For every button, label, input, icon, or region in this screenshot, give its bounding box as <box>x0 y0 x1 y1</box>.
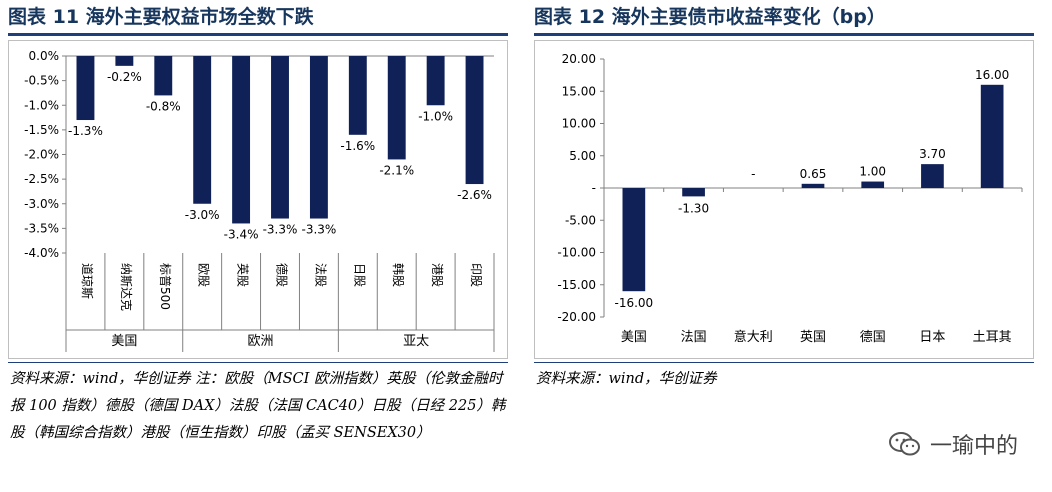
chart-frame <box>8 40 508 359</box>
y-tick-label: -2.0% <box>24 148 59 162</box>
y-tick-label: -3.5% <box>24 221 59 235</box>
right-title-rule <box>534 33 1034 36</box>
data-label: 0.65 <box>800 167 827 181</box>
data-label: 16.00 <box>975 68 1009 82</box>
y-tick-label: - <box>592 181 596 195</box>
category-label: 美国 <box>621 330 647 345</box>
right-bar-chart: 20.00 15.00 10.00 5.00 - -5.00 -10.00 -15.00 -20… <box>534 40 1034 359</box>
bar <box>426 56 445 106</box>
category-label: 土耳其 <box>973 330 1012 345</box>
data-label: -1.6% <box>340 139 375 153</box>
y-tick-label: 20.00 <box>562 52 596 66</box>
data-label: -0.8% <box>146 99 181 113</box>
bar <box>801 183 825 188</box>
group-label: 欧洲 <box>248 334 274 349</box>
y-tick-label: -20.00 <box>557 310 596 324</box>
right-bottom-rule <box>534 362 1034 363</box>
data-label: 3.70 <box>919 147 946 161</box>
category-label: 港股 <box>430 263 444 287</box>
category-label: 韩股 <box>391 263 406 287</box>
data-label: -1.0% <box>418 109 453 123</box>
bar <box>232 56 251 224</box>
y-tick-label: -1.0% <box>24 98 59 112</box>
bar <box>980 84 1004 188</box>
bar <box>682 188 705 197</box>
data-label: -2.6% <box>457 188 492 202</box>
y-tick-label: 15.00 <box>562 84 596 98</box>
data-label: -3.3% <box>301 223 336 237</box>
data-label: -1.3% <box>68 124 103 138</box>
y-tick-label: -1.5% <box>24 123 59 137</box>
category-label: 德国 <box>860 330 886 345</box>
category-label: 日本 <box>919 330 945 345</box>
group-label: 亚太 <box>403 334 429 349</box>
y-tick-label: -3.0% <box>24 197 59 211</box>
watermark-text: 一瑜中的 <box>929 434 1018 459</box>
category-label: 意大利 <box>734 329 773 345</box>
bar <box>193 56 212 204</box>
data-label: -1.30 <box>678 201 709 215</box>
category-label: 法股 <box>313 263 327 287</box>
watermark: 一瑜中的 <box>888 428 1018 460</box>
bar <box>271 56 289 219</box>
y-tick-label: -0.5% <box>24 74 59 88</box>
data-label: -3.0% <box>185 208 220 222</box>
right-source-note: 资料来源：wind，华创证券 <box>536 371 717 387</box>
right-chart-title: 图表 12 海外主要债市收益率变化（bp） <box>534 6 886 28</box>
bar <box>115 56 134 66</box>
category-label: 德股 <box>275 263 290 287</box>
bar <box>387 56 406 160</box>
data-label: -3.4% <box>224 227 259 241</box>
left-bottom-rule <box>8 362 508 363</box>
bar <box>622 188 646 292</box>
y-tick-label: -15.00 <box>557 278 596 292</box>
category-label: 纳斯达克 <box>119 263 133 311</box>
data-label: -0.2% <box>107 70 142 84</box>
category-label: 法国 <box>681 330 707 345</box>
left-bar-chart: 0.0% -0.5% -1.0% -1.5% -2.0% -2.5% -3.0% -3.5% -… <box>8 40 508 359</box>
data-label: - <box>751 167 755 181</box>
y-tick-label: -5.00 <box>565 213 596 227</box>
left-source-note: 资料来源：wind，华创证券 注：欧股（MSCI 欧洲指数）英股（伦敦金融时报 … <box>10 371 506 441</box>
y-tick-label: -10.00 <box>557 246 596 260</box>
y-tick-label: 0.0% <box>29 49 60 63</box>
category-label: 英股 <box>236 263 250 287</box>
chart-frame <box>534 40 1034 359</box>
bar <box>921 164 944 188</box>
bar <box>154 56 173 96</box>
data-label: -3.3% <box>263 223 298 237</box>
wechat-icon <box>888 432 920 456</box>
category-label: 欧股 <box>197 263 211 287</box>
data-label: -16.00 <box>615 296 654 310</box>
category-label: 日股 <box>352 263 366 287</box>
left-chart-title: 图表 11 海外主要权益市场全数下跌 <box>8 6 314 28</box>
data-label: -2.1% <box>379 163 414 177</box>
category-label: 印股 <box>469 263 483 287</box>
bar <box>465 56 484 185</box>
category-label: 标普500 <box>158 263 172 310</box>
y-tick-label: -4.0% <box>24 246 59 260</box>
bar <box>76 56 95 121</box>
y-tick-label: 5.00 <box>569 149 596 163</box>
category-label: 道琼斯 <box>80 263 95 299</box>
bar <box>861 181 885 188</box>
group-label: 美国 <box>111 334 137 349</box>
bar <box>348 56 367 135</box>
bar <box>309 56 328 219</box>
y-tick-label: -2.5% <box>24 172 59 186</box>
data-label: 1.00 <box>859 165 886 179</box>
category-label: 英国 <box>800 330 826 345</box>
left-title-rule <box>8 33 508 36</box>
y-tick-label: 10.00 <box>562 117 596 131</box>
